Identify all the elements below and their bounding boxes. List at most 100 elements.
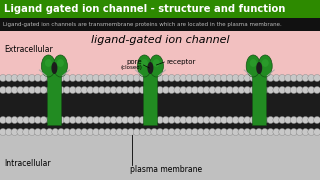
Bar bbox=[0, 18, 320, 31]
Circle shape bbox=[284, 129, 292, 136]
Circle shape bbox=[250, 75, 257, 82]
Circle shape bbox=[145, 75, 152, 82]
Circle shape bbox=[174, 116, 181, 123]
Circle shape bbox=[46, 75, 53, 82]
Circle shape bbox=[151, 87, 158, 93]
Circle shape bbox=[284, 116, 292, 123]
Circle shape bbox=[162, 87, 169, 93]
Circle shape bbox=[63, 116, 70, 123]
Ellipse shape bbox=[246, 55, 260, 77]
Circle shape bbox=[226, 129, 233, 136]
Circle shape bbox=[75, 116, 82, 123]
Circle shape bbox=[314, 129, 320, 136]
Circle shape bbox=[162, 116, 169, 123]
Circle shape bbox=[151, 75, 158, 82]
Circle shape bbox=[203, 129, 210, 136]
Circle shape bbox=[302, 116, 309, 123]
Circle shape bbox=[58, 87, 65, 93]
Circle shape bbox=[139, 129, 146, 136]
Text: (closed): (closed) bbox=[121, 64, 142, 69]
Circle shape bbox=[302, 75, 309, 82]
Circle shape bbox=[255, 129, 262, 136]
Circle shape bbox=[156, 129, 164, 136]
Circle shape bbox=[116, 75, 123, 82]
Circle shape bbox=[308, 116, 315, 123]
Circle shape bbox=[75, 75, 82, 82]
Circle shape bbox=[116, 116, 123, 123]
Circle shape bbox=[186, 129, 193, 136]
Circle shape bbox=[52, 116, 59, 123]
Circle shape bbox=[11, 116, 18, 123]
Ellipse shape bbox=[53, 55, 68, 77]
Circle shape bbox=[238, 129, 245, 136]
Circle shape bbox=[215, 87, 222, 93]
Circle shape bbox=[98, 75, 105, 82]
Circle shape bbox=[180, 75, 187, 82]
Circle shape bbox=[116, 87, 123, 93]
Circle shape bbox=[139, 87, 146, 93]
Circle shape bbox=[46, 116, 53, 123]
Circle shape bbox=[23, 116, 30, 123]
Circle shape bbox=[273, 129, 280, 136]
Circle shape bbox=[92, 75, 100, 82]
Circle shape bbox=[40, 75, 47, 82]
Circle shape bbox=[191, 87, 198, 93]
Circle shape bbox=[191, 75, 198, 82]
Circle shape bbox=[23, 87, 30, 93]
Circle shape bbox=[226, 75, 233, 82]
Circle shape bbox=[122, 116, 129, 123]
Circle shape bbox=[92, 87, 100, 93]
Circle shape bbox=[92, 129, 100, 136]
Circle shape bbox=[81, 116, 88, 123]
Circle shape bbox=[69, 116, 76, 123]
Circle shape bbox=[5, 75, 12, 82]
Circle shape bbox=[122, 75, 129, 82]
Circle shape bbox=[75, 87, 82, 93]
Circle shape bbox=[279, 116, 286, 123]
Ellipse shape bbox=[148, 62, 153, 74]
Circle shape bbox=[69, 87, 76, 93]
Text: Ligand-gated ion channels are transmembrane proteins which are located in the pl: Ligand-gated ion channels are transmembr… bbox=[3, 22, 282, 27]
Circle shape bbox=[255, 87, 262, 93]
Circle shape bbox=[290, 75, 297, 82]
Ellipse shape bbox=[137, 55, 151, 77]
Circle shape bbox=[244, 75, 251, 82]
Circle shape bbox=[11, 75, 18, 82]
Ellipse shape bbox=[149, 55, 164, 77]
Circle shape bbox=[34, 87, 41, 93]
Circle shape bbox=[58, 116, 65, 123]
Circle shape bbox=[238, 87, 245, 93]
Circle shape bbox=[139, 116, 146, 123]
Circle shape bbox=[133, 129, 140, 136]
Circle shape bbox=[308, 75, 315, 82]
Circle shape bbox=[28, 116, 36, 123]
Circle shape bbox=[46, 87, 53, 93]
Ellipse shape bbox=[258, 55, 272, 77]
Circle shape bbox=[23, 75, 30, 82]
Circle shape bbox=[186, 116, 193, 123]
Circle shape bbox=[122, 87, 129, 93]
Text: pore: pore bbox=[127, 59, 142, 65]
Circle shape bbox=[186, 87, 193, 93]
Circle shape bbox=[273, 116, 280, 123]
Circle shape bbox=[203, 116, 210, 123]
Circle shape bbox=[220, 129, 228, 136]
Circle shape bbox=[308, 129, 315, 136]
Circle shape bbox=[168, 129, 175, 136]
Bar bbox=[47, 68, 61, 125]
Circle shape bbox=[87, 129, 94, 136]
Circle shape bbox=[232, 116, 239, 123]
Circle shape bbox=[302, 129, 309, 136]
Circle shape bbox=[197, 129, 204, 136]
Ellipse shape bbox=[141, 59, 148, 67]
Circle shape bbox=[267, 129, 274, 136]
Bar bbox=[143, 68, 157, 125]
Circle shape bbox=[104, 87, 111, 93]
Circle shape bbox=[273, 75, 280, 82]
Circle shape bbox=[267, 87, 274, 93]
Circle shape bbox=[110, 129, 117, 136]
Circle shape bbox=[197, 87, 204, 93]
Circle shape bbox=[279, 129, 286, 136]
Circle shape bbox=[133, 116, 140, 123]
Circle shape bbox=[11, 87, 18, 93]
